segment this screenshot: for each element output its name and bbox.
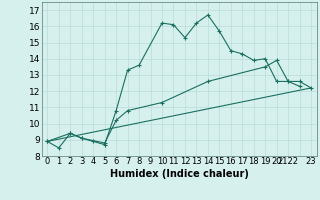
X-axis label: Humidex (Indice chaleur): Humidex (Indice chaleur) (110, 169, 249, 179)
